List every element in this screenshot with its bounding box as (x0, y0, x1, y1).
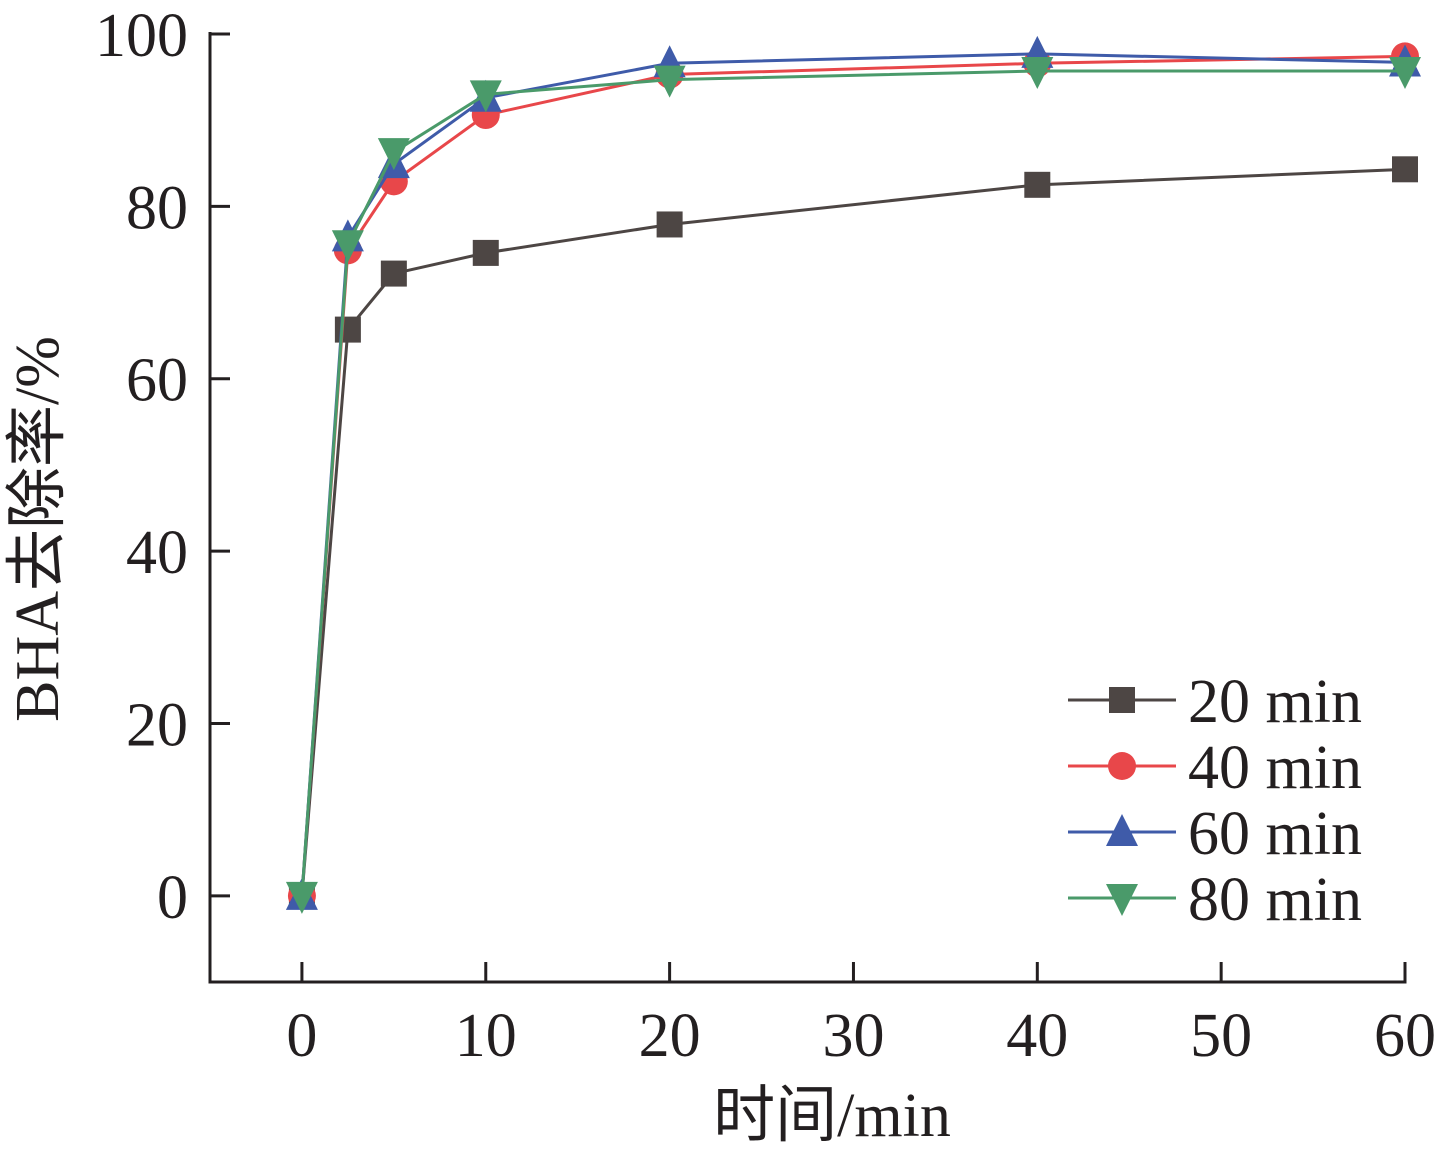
x-tick-label: 0 (286, 1002, 317, 1070)
data-point (472, 239, 499, 266)
legend-item: 60 min (1068, 800, 1362, 868)
legend-label: 60 min (1188, 800, 1362, 868)
x-tick-label: 40 (1006, 1002, 1068, 1070)
legend-marker (1106, 884, 1138, 916)
y-tick-label: 60 (126, 347, 188, 415)
x-tick-label: 30 (822, 1002, 884, 1070)
legend-label: 80 min (1188, 866, 1362, 934)
data-point (1392, 156, 1418, 183)
y-tick-label: 0 (157, 864, 188, 932)
data-point (285, 881, 318, 914)
x-tick-label: 50 (1190, 1002, 1252, 1070)
axes: 0 20 40 60 80 100 0 10 20 30 40 50 60 (95, 2, 1436, 1070)
data-point (377, 138, 410, 171)
legend-item: 40 min (1068, 734, 1362, 802)
legend-label: 20 min (1188, 668, 1362, 736)
legend-label: 40 min (1188, 734, 1362, 802)
y-tick-label: 40 (126, 519, 188, 587)
data-point (331, 230, 364, 263)
y-tick-label: 80 (126, 174, 188, 242)
legend-item: 80 min (1068, 866, 1362, 934)
data-point (656, 211, 683, 238)
legend-marker (1106, 814, 1138, 846)
x-tick-label: 10 (455, 1002, 517, 1070)
legend-marker (1109, 687, 1135, 713)
series-layer (285, 35, 1421, 914)
y-tick-label: 20 (126, 691, 188, 759)
data-point (1389, 57, 1421, 90)
data-point (1024, 171, 1051, 198)
data-point (380, 260, 407, 287)
data-point (653, 65, 686, 98)
data-point (469, 80, 502, 113)
legend-item: 20 min (1068, 668, 1362, 736)
x-axis-title: 时间/min (713, 1082, 951, 1150)
series-3 (285, 57, 1421, 914)
y-tick-label: 100 (95, 2, 188, 70)
x-tick-label: 20 (639, 1002, 701, 1070)
x-tick-label: 60 (1374, 1002, 1436, 1070)
legend-marker (1108, 752, 1136, 780)
y-axis-title: BHA去除率/% (4, 336, 72, 722)
data-point (334, 316, 361, 343)
data-point (1021, 57, 1054, 90)
